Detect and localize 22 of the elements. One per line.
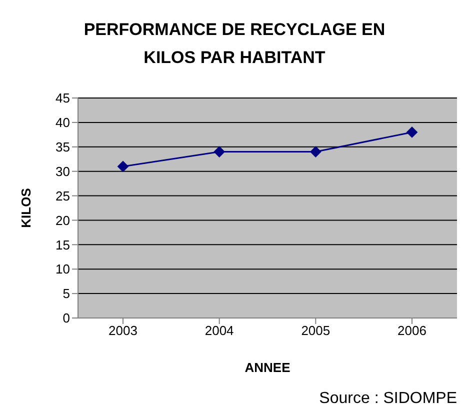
point [214, 146, 225, 158]
x-tick-label: 2006 [398, 323, 426, 338]
y-tick-label: 25 [56, 188, 70, 204]
point [406, 126, 418, 138]
y-tick-label: 15 [56, 237, 70, 252]
y-tick-label: 35 [56, 140, 70, 155]
y-tick-label: 0 [62, 310, 70, 326]
y-tick-label: 45 [56, 90, 70, 106]
y-tick-label: 10 [56, 262, 70, 277]
x-tick-label: 2004 [204, 323, 234, 338]
x-axis-title: ANNEE [244, 360, 291, 375]
y-tick-label: 5 [62, 286, 70, 302]
chart-title: PERFORMANCE DE RECYCLAGE EN KILOS PAR HABITANT [82, 19, 386, 69]
y-tick-label: 40 [56, 115, 70, 130]
y-axis-title: KILOS [18, 188, 34, 228]
point [310, 146, 322, 158]
source-note: Source : SIDOMPE [319, 390, 457, 408]
y-tick-label: 20 [56, 212, 70, 228]
y-tick-label: 30 [56, 164, 70, 179]
x-tick-label: 2005 [301, 323, 330, 338]
x-tick-label: 2003 [108, 323, 138, 338]
point [118, 160, 128, 172]
